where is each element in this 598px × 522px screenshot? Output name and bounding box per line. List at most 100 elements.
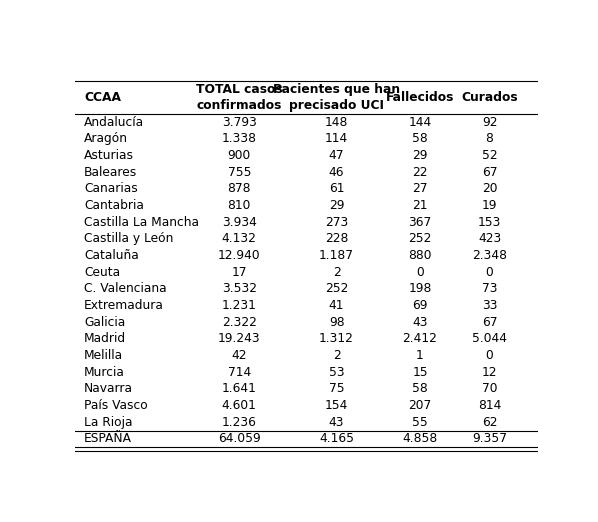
Text: 17: 17 (231, 266, 247, 279)
Text: 53: 53 (329, 366, 344, 379)
Text: 67: 67 (482, 316, 498, 329)
Text: 2.322: 2.322 (222, 316, 257, 329)
Text: TOTAL casos: TOTAL casos (196, 82, 283, 96)
Text: ESPAÑA: ESPAÑA (84, 432, 132, 445)
Text: 58: 58 (412, 132, 428, 145)
Text: País Vasco: País Vasco (84, 399, 148, 412)
Text: 47: 47 (329, 149, 344, 162)
Text: 2: 2 (332, 349, 340, 362)
Text: Extremadura: Extremadura (84, 299, 164, 312)
Text: 252: 252 (325, 282, 348, 295)
Text: 4.601: 4.601 (222, 399, 257, 412)
Text: Galicia: Galicia (84, 316, 125, 329)
Text: 12: 12 (482, 366, 498, 379)
Text: Asturias: Asturias (84, 149, 134, 162)
Text: Cataluña: Cataluña (84, 249, 139, 262)
Text: 900: 900 (228, 149, 251, 162)
Text: CCAA: CCAA (84, 91, 121, 104)
Text: 423: 423 (478, 232, 501, 245)
Text: 58: 58 (412, 383, 428, 395)
Text: 4.132: 4.132 (222, 232, 257, 245)
Text: 12.940: 12.940 (218, 249, 261, 262)
Text: 154: 154 (325, 399, 348, 412)
Text: 2.348: 2.348 (472, 249, 507, 262)
Text: Aragón: Aragón (84, 132, 128, 145)
Text: 810: 810 (228, 199, 251, 212)
Text: 367: 367 (408, 216, 432, 229)
Text: 8: 8 (486, 132, 493, 145)
Text: 3.532: 3.532 (222, 282, 257, 295)
Text: Castilla y León: Castilla y León (84, 232, 173, 245)
Text: Baleares: Baleares (84, 165, 138, 179)
Text: 814: 814 (478, 399, 501, 412)
Text: confirmados: confirmados (197, 99, 282, 112)
Text: 55: 55 (412, 416, 428, 429)
Text: 3.934: 3.934 (222, 216, 257, 229)
Text: 880: 880 (408, 249, 432, 262)
Text: 67: 67 (482, 165, 498, 179)
Text: Madrid: Madrid (84, 333, 126, 346)
Text: 3.793: 3.793 (222, 115, 257, 128)
Text: 98: 98 (329, 316, 344, 329)
Text: 20: 20 (482, 182, 498, 195)
Text: precisado UCI: precisado UCI (289, 99, 384, 112)
Text: 1.231: 1.231 (222, 299, 257, 312)
Text: 27: 27 (412, 182, 428, 195)
Text: 4.858: 4.858 (402, 432, 438, 445)
Text: 73: 73 (482, 282, 498, 295)
Text: Pacientes que han: Pacientes que han (273, 82, 400, 96)
Text: Curados: Curados (461, 91, 518, 104)
Text: 42: 42 (231, 349, 247, 362)
Text: 0: 0 (486, 266, 493, 279)
Text: Murcia: Murcia (84, 366, 125, 379)
Text: Ceuta: Ceuta (84, 266, 120, 279)
Text: 144: 144 (408, 115, 432, 128)
Text: 19: 19 (482, 199, 498, 212)
Text: 75: 75 (329, 383, 344, 395)
Text: 69: 69 (412, 299, 428, 312)
Text: 29: 29 (412, 149, 428, 162)
Text: 70: 70 (482, 383, 498, 395)
Text: 15: 15 (412, 366, 428, 379)
Text: 148: 148 (325, 115, 348, 128)
Text: 19.243: 19.243 (218, 333, 261, 346)
Text: 2: 2 (332, 266, 340, 279)
Text: C. Valenciana: C. Valenciana (84, 282, 167, 295)
Text: 0: 0 (486, 349, 493, 362)
Text: 1: 1 (416, 349, 424, 362)
Text: Canarias: Canarias (84, 182, 138, 195)
Text: 61: 61 (329, 182, 344, 195)
Text: 62: 62 (482, 416, 498, 429)
Text: 1.236: 1.236 (222, 416, 257, 429)
Text: Andalucía: Andalucía (84, 115, 144, 128)
Text: 4.165: 4.165 (319, 432, 354, 445)
Text: 252: 252 (408, 232, 432, 245)
Text: 43: 43 (329, 416, 344, 429)
Text: 1.312: 1.312 (319, 333, 354, 346)
Text: 5.044: 5.044 (472, 333, 507, 346)
Text: 714: 714 (228, 366, 251, 379)
Text: 1.641: 1.641 (222, 383, 257, 395)
Text: 41: 41 (329, 299, 344, 312)
Text: 1.187: 1.187 (319, 249, 354, 262)
Text: 22: 22 (412, 165, 428, 179)
Text: 29: 29 (329, 199, 344, 212)
Text: 52: 52 (482, 149, 498, 162)
Text: La Rioja: La Rioja (84, 416, 133, 429)
Text: 2.412: 2.412 (402, 333, 438, 346)
Text: Fallecidos: Fallecidos (386, 91, 454, 104)
Text: 755: 755 (227, 165, 251, 179)
Text: 21: 21 (412, 199, 428, 212)
Text: 114: 114 (325, 132, 348, 145)
Text: 228: 228 (325, 232, 348, 245)
Text: Melilla: Melilla (84, 349, 123, 362)
Text: 92: 92 (482, 115, 498, 128)
Text: 46: 46 (329, 165, 344, 179)
Text: 1.338: 1.338 (222, 132, 257, 145)
Text: 207: 207 (408, 399, 432, 412)
Text: 878: 878 (227, 182, 251, 195)
Text: 33: 33 (482, 299, 498, 312)
Text: 0: 0 (416, 266, 424, 279)
Text: 43: 43 (412, 316, 428, 329)
Text: 9.357: 9.357 (472, 432, 507, 445)
